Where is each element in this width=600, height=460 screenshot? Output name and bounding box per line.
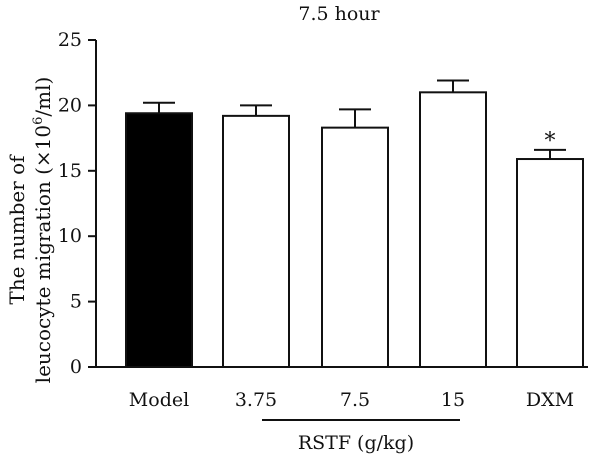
bar-1	[125, 112, 193, 368]
group-label: RSTF (g/kg)	[298, 432, 414, 454]
bar-3	[321, 126, 389, 368]
x-tick-label: Model	[129, 389, 189, 411]
x-tick-label: DXM	[526, 389, 574, 411]
chart-title: 7.5 hour	[298, 3, 380, 25]
x-axis: Model 3.75 7.5 15 DXM	[96, 366, 588, 411]
y-axis-label-line1: The number of	[5, 154, 29, 305]
y-tick-label: 15	[58, 160, 82, 182]
bar-4	[419, 91, 487, 368]
y-tick-label: 10	[58, 225, 82, 247]
y-tick-label: 0	[70, 356, 82, 378]
y-axis-label-prefix: leucocyte migration (×10	[31, 125, 55, 383]
y-tick-label: 20	[58, 94, 82, 116]
x-tick-label: 3.75	[235, 389, 277, 411]
bars: *	[125, 79, 584, 368]
y-axis-label-line2: leucocyte migration (×106/ml)	[31, 77, 55, 384]
y-tick-label: 25	[58, 29, 82, 51]
bar-5	[516, 158, 584, 368]
y-tick-label: 5	[70, 291, 82, 313]
significance-marker: *	[545, 129, 556, 154]
y-axis-label-superscript: 6	[31, 117, 46, 125]
y-axis-label-suffix: /ml)	[31, 77, 55, 117]
x-tick-label: 7.5	[340, 389, 370, 411]
y-axis: 0 5 10 15 20 25	[58, 29, 97, 378]
x-tick-label: 15	[441, 389, 465, 411]
bar-2	[222, 114, 290, 368]
